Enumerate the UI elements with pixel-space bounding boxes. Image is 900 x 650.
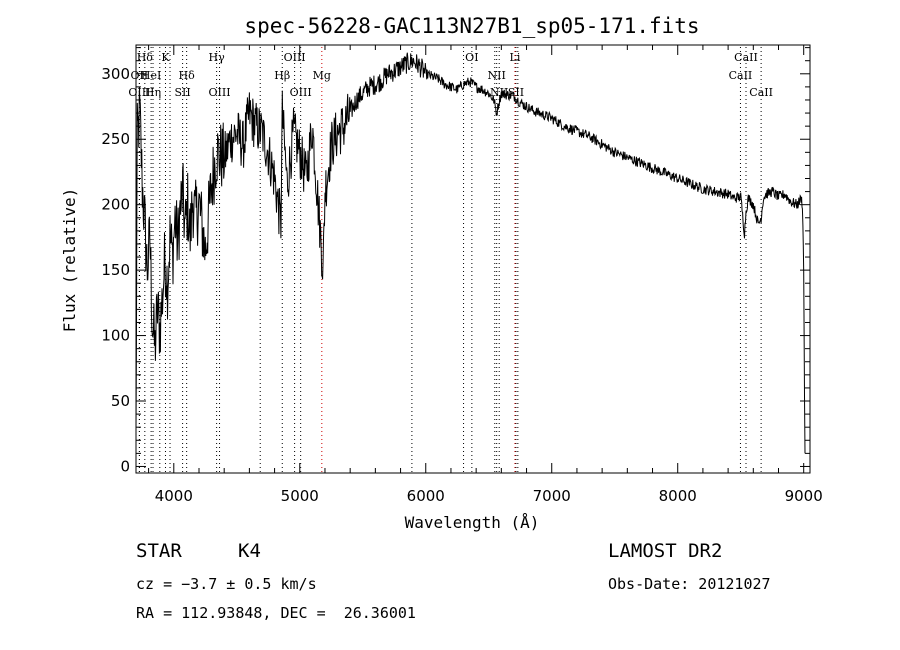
obs-date-text: Obs-Date: 20121027 xyxy=(608,575,771,593)
subclass-label: K4 xyxy=(238,540,261,562)
line-label-4: Hη xyxy=(145,86,161,99)
chart-title: spec-56228-GAC113N27B1_sp05-171.fits xyxy=(244,14,699,38)
y-tick-label-5: 250 xyxy=(101,130,130,148)
line-label-6: Hδ xyxy=(179,69,196,82)
line-label-9: OIII xyxy=(208,86,230,99)
spectrum-line xyxy=(135,52,806,454)
x-tick-label-3: 7000 xyxy=(533,487,571,505)
emission-line-markers xyxy=(138,47,762,473)
line-label-13: Mg xyxy=(313,69,331,82)
y-tick-label-0: 0 xyxy=(120,457,130,475)
x-tick-label-2: 6000 xyxy=(407,487,445,505)
x-tick-label-1: 5000 xyxy=(281,487,319,505)
survey-label: LAMOST DR2 xyxy=(608,540,723,562)
y-tick-label-4: 200 xyxy=(101,196,130,214)
line-label-11: Hβ xyxy=(274,69,290,82)
line-label-21: CaII xyxy=(749,86,773,99)
x-tick-label-0: 4000 xyxy=(155,487,193,505)
line-label-5: K xyxy=(161,51,170,64)
line-label-12: OIII xyxy=(290,86,312,99)
y-tick-label-1: 50 xyxy=(111,392,130,410)
y-axis: 0 50 100 150 200 250 300 xyxy=(101,47,810,475)
line-label-19: CaII xyxy=(734,51,758,64)
plot-frame xyxy=(135,44,811,474)
x-axis-label: Wavelength (Å) xyxy=(405,513,540,532)
line-label-3: HeI xyxy=(141,69,161,82)
class-label: STAR xyxy=(136,540,182,562)
line-label-1: OII xyxy=(131,69,149,82)
line-label-10: OIII xyxy=(284,51,306,64)
y-axis-label: Flux (relative) xyxy=(60,188,79,333)
line-label-14: OI xyxy=(465,51,478,64)
x-axis: 4000 5000 6000 7000 8000 9000 xyxy=(148,45,823,505)
line-label-15: NII xyxy=(488,69,506,82)
y-tick-label-3: 150 xyxy=(101,261,130,279)
x-tick-label-4: 8000 xyxy=(659,487,697,505)
line-label-8: Hγ xyxy=(209,51,226,64)
y-tick-label-6: 300 xyxy=(101,65,130,83)
line-label-20: CaII xyxy=(729,69,753,82)
redshift-text: cz = −3.7 ± 0.5 km/s xyxy=(136,575,317,593)
line-label-17: SII xyxy=(508,86,524,99)
line-label-7: SII xyxy=(174,86,190,99)
x-tick-label-5: 9000 xyxy=(785,487,823,505)
line-label-0: Hδ xyxy=(137,51,154,64)
coordinates-text: RA = 112.93848, DEC = 26.36001 xyxy=(136,604,416,622)
y-tick-label-2: 100 xyxy=(101,327,130,345)
line-label-18: Li xyxy=(510,51,521,64)
emission-line-labels: HδOIIOIIIHeIHηKHδSIIHγOIIIOIIIHβOIIIMgOI… xyxy=(128,51,773,99)
